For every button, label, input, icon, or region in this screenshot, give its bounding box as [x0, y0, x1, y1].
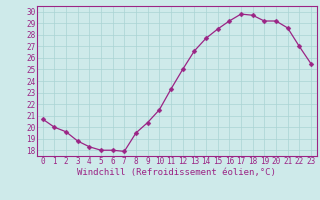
X-axis label: Windchill (Refroidissement éolien,°C): Windchill (Refroidissement éolien,°C) [77, 168, 276, 177]
